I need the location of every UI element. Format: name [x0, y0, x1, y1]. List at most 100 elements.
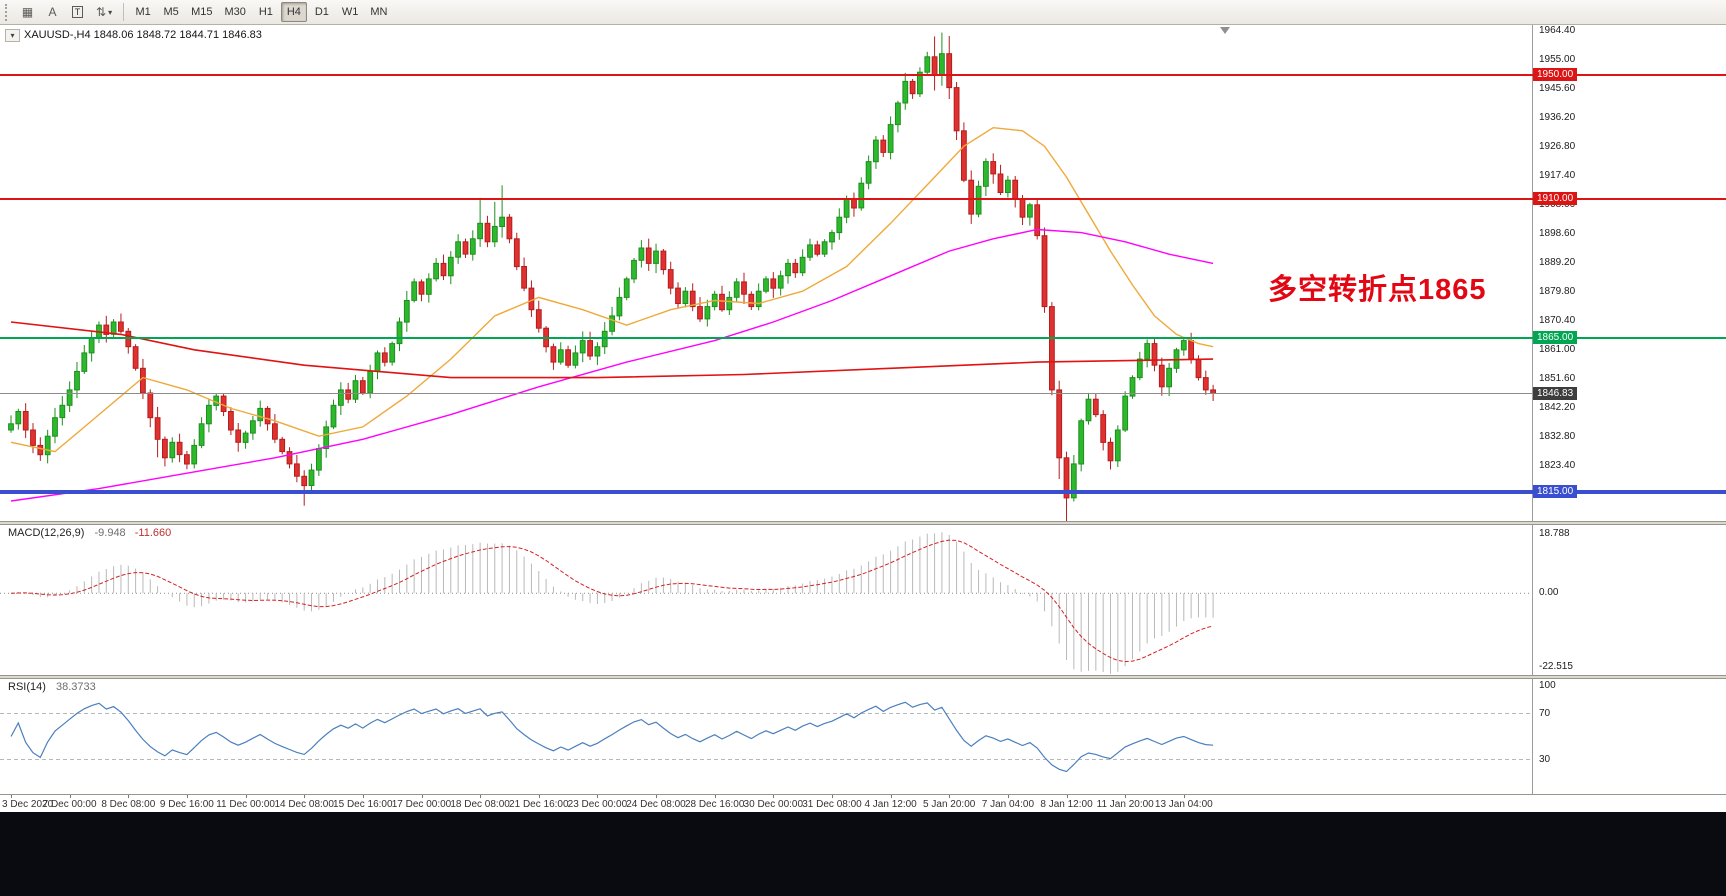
time-axis-tick: [656, 795, 657, 798]
time-axis-label: 21 Dec 16:00: [509, 799, 569, 810]
time-axis-label: 7 Jan 04:00: [981, 799, 1035, 810]
text-tool-button[interactable]: T: [66, 2, 89, 22]
hline-1910.00[interactable]: [0, 197, 1726, 200]
time-axis-tick: [11, 795, 12, 798]
price-tag-1865.00: 1865.00: [1533, 330, 1578, 344]
timeframe-button-w1[interactable]: W1: [337, 2, 364, 22]
hline-1865.00[interactable]: [0, 336, 1726, 339]
macd-signal-value: -11.660: [134, 527, 172, 539]
time-axis-tick: [890, 795, 892, 798]
macd-title: MACD(12,26,9): [8, 527, 85, 539]
time-axis-label: 17 Dec 00:00: [391, 799, 452, 810]
indicators-tool-icon: ⇅: [96, 5, 107, 19]
time-axis-label: 15 Dec 16:00: [333, 799, 393, 810]
price-axis-label: 1917.40: [1539, 169, 1576, 181]
timeframe-button-h4[interactable]: H4: [280, 2, 307, 22]
time-axis-tick: [186, 795, 188, 798]
time-axis-tick: [832, 795, 833, 798]
caret-down-icon: ▾: [10, 31, 15, 40]
toolbar: ▦ A T ⇅ ▾ M1 M5 M15 M30 H1 H4 D1 W1 MN: [0, 0, 1726, 25]
time-axis-tick: [362, 795, 364, 798]
price-axis-label: 1879.80: [1539, 285, 1576, 297]
macd-panel[interactable]: MACD(12,26,9) -9.948 -11.660: [0, 525, 1532, 675]
price-axis-label: 1926.80: [1539, 140, 1576, 152]
time-axis-label: 8 Jan 12:00: [1040, 799, 1093, 810]
price-axis-label: 1861.00: [1539, 343, 1576, 355]
time-axis-label: 7 Dec 00:00: [42, 799, 97, 810]
time-axis-tick: [714, 795, 716, 798]
rsi-axis-100: 100: [1539, 680, 1556, 691]
macd-axis-min: -22.515: [1539, 661, 1573, 672]
hline-1950.00[interactable]: [0, 74, 1726, 77]
chart-grid-tool-button[interactable]: ▦: [16, 2, 39, 22]
toolbar-tools: ▦ A T ⇅ ▾: [16, 2, 117, 22]
price-axis-label: 1964.40: [1539, 24, 1576, 36]
ma-red-line: [10, 321, 1214, 379]
timeframe-buttons: M1 M5 M15 M30 H1 H4 D1 W1 MN: [130, 2, 392, 22]
toolbar-drag-handle[interactable]: [5, 3, 11, 21]
timeframe-button-h1[interactable]: H1: [253, 2, 279, 22]
time-axis-tick: [1066, 795, 1068, 798]
time-axis-tick: [1183, 795, 1185, 798]
timeframe-button-m1[interactable]: M1: [130, 2, 156, 22]
macd-axis-max: 18.788: [1539, 528, 1570, 539]
rsi-plot[interactable]: [0, 679, 1532, 794]
timeframe-button-m5[interactable]: M5: [158, 2, 184, 22]
time-axis[interactable]: 3 Dec 2020 7 Dec 00:00 8 Dec 08:00 9 Dec 16…: [0, 794, 1726, 812]
rsi-panel[interactable]: RSI(14) 38.3733: [0, 679, 1532, 794]
price-axis-label: 1936.20: [1539, 111, 1576, 123]
time-axis-label: 11 Dec 00:00: [216, 799, 275, 810]
price-axis-label: 1832.80: [1539, 430, 1576, 442]
price-tag-1950.00: 1950.00: [1533, 68, 1578, 82]
main-chart-panel[interactable]: ▾ XAUUSD-,H4 1848.06 1848.72 1844.71 184…: [0, 25, 1532, 521]
rsi-value: 38.3733: [55, 681, 96, 693]
time-axis-label: 5 Jan 20:00: [923, 799, 976, 810]
time-axis-label: 24 Dec 08:00: [626, 799, 686, 810]
hline-1815.00[interactable]: [0, 489, 1726, 494]
price-tag-1815.00: 1815.00: [1533, 484, 1578, 498]
time-axis-tick: [597, 795, 599, 798]
cursor-tool-button[interactable]: A: [41, 2, 64, 22]
time-axis-tick: [128, 795, 130, 798]
macd-histogram: [17, 532, 1214, 674]
timeframe-button-m30[interactable]: M30: [219, 2, 250, 22]
rsi-label: RSI(14) 38.3733: [8, 681, 96, 693]
macd-main-value: -9.948: [94, 527, 126, 539]
time-axis-tick: [949, 795, 951, 798]
current-price-tag: 1846.83: [1533, 386, 1578, 400]
time-axis-label: 28 Dec 16:00: [684, 799, 745, 810]
timeframe-button-mn[interactable]: MN: [365, 2, 392, 22]
rsi-axis-30: 30: [1539, 753, 1551, 765]
rsi-line: [10, 701, 1214, 773]
price-axis-label: 1823.40: [1539, 459, 1576, 471]
one-click-trading-toggle[interactable]: ▾: [5, 29, 20, 42]
indicators-tool-button[interactable]: ⇅ ▾: [91, 2, 117, 22]
time-axis-label: 18 Dec 08:00: [450, 799, 510, 810]
time-axis-tick: [1125, 795, 1127, 798]
time-axis-tick: [1007, 795, 1009, 798]
price-axis-label: 1842.20: [1539, 401, 1576, 413]
main-chart-plot[interactable]: [0, 25, 1532, 521]
price-axis-label: 1889.20: [1539, 256, 1576, 268]
time-axis-label: 13 Jan 04:00: [1154, 799, 1213, 810]
timeframe-button-d1[interactable]: D1: [309, 2, 335, 22]
timeframe-button-m15[interactable]: M15: [186, 2, 217, 22]
time-axis-label: 14 Dec 08:00: [274, 799, 334, 810]
rsi-axis-70: 70: [1539, 707, 1551, 719]
macd-plot[interactable]: [0, 525, 1532, 675]
ma-magenta-line: [10, 228, 1214, 502]
toolbar-separator: [123, 3, 125, 21]
time-axis-tick: [538, 795, 540, 798]
price-tag-1910.00: 1910.00: [1533, 191, 1578, 205]
window-splitter-macd[interactable]: [0, 521, 1726, 525]
macd-label: MACD(12,26,9) -9.948 -11.660: [8, 527, 171, 539]
bottom-panel: [0, 812, 1726, 896]
time-axis-label: 8 Dec 08:00: [101, 799, 156, 810]
price-scale[interactable]: 1964.40 1955.00 1945.60 1936.20 1926.80 1917.…: [1532, 25, 1726, 794]
time-axis-label: 4 Jan 12:00: [864, 799, 917, 810]
time-axis-label: 9 Dec 16:00: [159, 799, 214, 810]
price-axis-label: 1898.60: [1539, 227, 1576, 239]
price-axis-label: 1870.40: [1539, 314, 1576, 326]
window-splitter-rsi[interactable]: [0, 675, 1726, 679]
